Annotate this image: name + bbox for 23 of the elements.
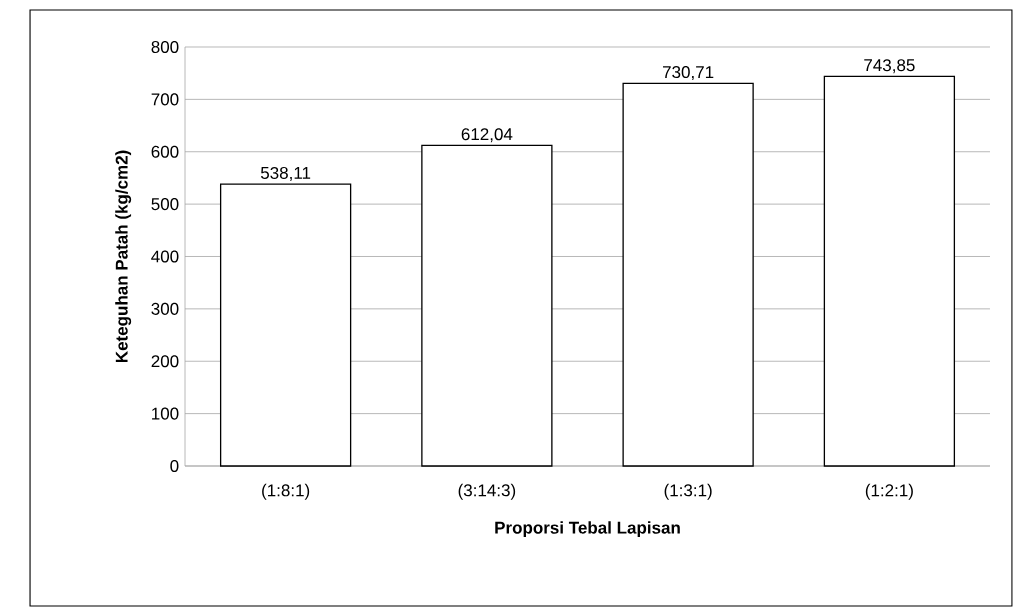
data-label: 743,85 [864,59,915,74]
data-label: 612,04 [461,128,513,143]
y-tick-label: 500 [151,198,179,211]
y-tick-label: 100 [152,407,179,420]
x-tick-label: (1:8:1) [262,483,310,500]
x-tick-label: (1:3:1) [664,483,712,500]
y-tick-label: 200 [151,355,179,368]
data-label: 538,11 [260,166,311,181]
y-tick-label: 600 [151,145,179,158]
bar [622,82,754,467]
y-tick-label: 700 [151,93,179,106]
data-label: 730,71 [663,66,714,81]
x-tick-label: (3:14:3) [458,483,516,500]
y-tick-label: 300 [151,302,179,315]
y-axis-title: Keteguhan Patah (kg/cm2) [115,150,132,363]
y-tick-label: 400 [151,250,179,263]
bar [421,144,553,467]
bar [823,75,956,467]
y-tick-label: 800 [151,40,179,54]
x-tick-label: (1:2:1) [865,483,913,500]
y-tick-label: 0 [170,459,179,473]
x-axis-title: Proporsi Tebal Lapisan [495,521,680,538]
bar [219,183,352,467]
